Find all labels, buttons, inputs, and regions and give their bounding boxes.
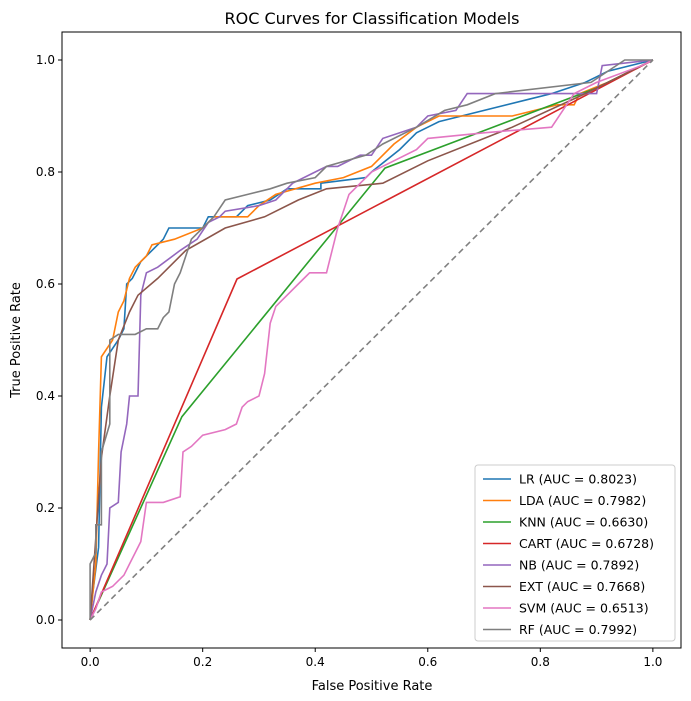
roc-line-ext bbox=[89, 59, 654, 621]
chance-diagonal bbox=[89, 59, 654, 621]
y-tick-label: 0.4 bbox=[36, 389, 55, 403]
legend-label: EXT (AUC = 0.7668) bbox=[519, 579, 645, 594]
roc-line-rf bbox=[89, 59, 653, 620]
roc-line-nb bbox=[89, 59, 653, 621]
x-tick-label: 0.2 bbox=[193, 655, 212, 669]
legend-label: SVM (AUC = 0.6513) bbox=[519, 601, 649, 616]
y-tick-label: 0.6 bbox=[36, 277, 55, 291]
y-tick-label: 0.8 bbox=[36, 165, 55, 179]
legend-label: NB (AUC = 0.7892) bbox=[519, 558, 639, 573]
roc-line-lda bbox=[89, 59, 654, 621]
chart-title: ROC Curves for Classification Models bbox=[224, 9, 519, 28]
x-axis-label: False Positive Rate bbox=[312, 679, 433, 694]
x-tick-label: 0.8 bbox=[531, 655, 550, 669]
legend-label: LDA (AUC = 0.7982) bbox=[519, 493, 646, 508]
y-axis-label: True Positive Rate bbox=[9, 282, 24, 399]
y-tick-label: 0.2 bbox=[36, 501, 55, 515]
plot-frame bbox=[61, 31, 682, 649]
legend-box bbox=[474, 464, 676, 642]
y-tick-label: 0.0 bbox=[36, 613, 55, 627]
roc-line-cart bbox=[89, 59, 654, 621]
roc-line-svm bbox=[89, 59, 654, 621]
x-tick-label: 0.4 bbox=[306, 655, 325, 669]
legend-label: CART (AUC = 0.6728) bbox=[519, 536, 654, 551]
legend-label: KNN (AUC = 0.6630) bbox=[519, 515, 648, 530]
x-tick-label: 0.0 bbox=[81, 655, 100, 669]
y-tick-label: 1.0 bbox=[36, 53, 55, 67]
legend: LR (AUC = 0.8023) LDA (AUC = 0.7982) KNN (… bbox=[474, 464, 676, 642]
legend-label: LR (AUC = 0.8023) bbox=[519, 472, 637, 487]
legend-label: RF (AUC = 0.7992) bbox=[519, 622, 637, 637]
x-tick-label: 0.6 bbox=[418, 655, 437, 669]
x-tick-label: 1.0 bbox=[643, 655, 662, 669]
